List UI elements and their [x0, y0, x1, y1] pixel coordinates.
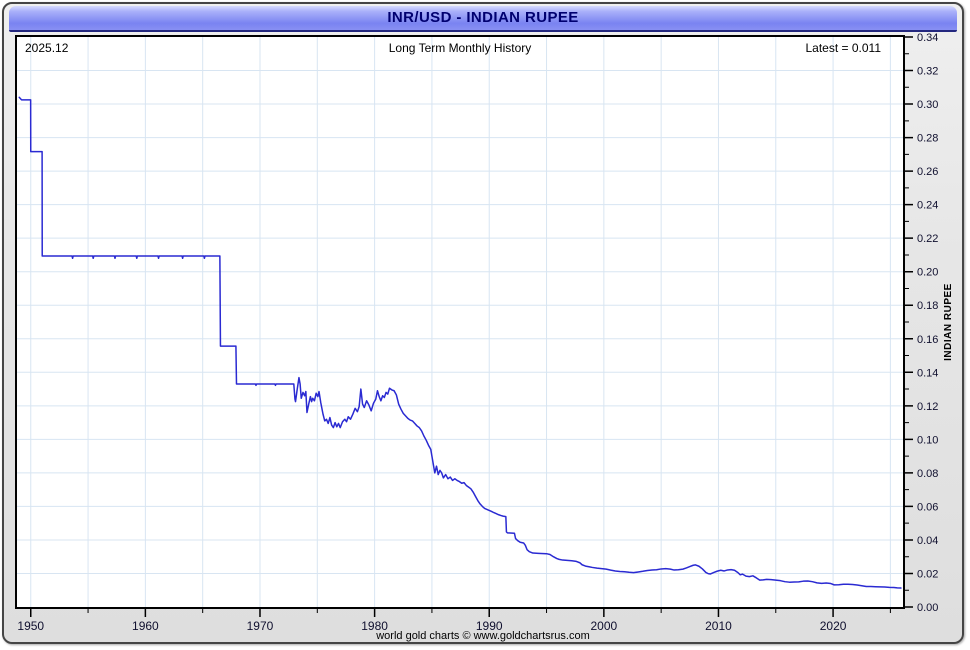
x-tick-label: 1960 [132, 619, 159, 633]
page-title: INR/USD - INDIAN RUPEE [387, 9, 579, 26]
major-tick-marks [30, 36, 913, 617]
x-tick-label: 2000 [590, 619, 617, 633]
y-tick-label: 0.16 [917, 334, 938, 346]
footer-credit: world gold charts © www.goldchartsrus.co… [376, 630, 590, 642]
minor-tick-marks [87, 53, 909, 613]
x-tick-label: 2020 [820, 619, 847, 633]
y-tick-label: 0.34 [917, 32, 938, 44]
y-tick-label: 0.06 [917, 501, 938, 513]
chart-subtitle: Long Term Monthly History [388, 41, 532, 55]
plot-area: 1950 1960 1970 1980 1990 2000 2010 2020 0.00 0.02… [15, 32, 938, 633]
y-tick-label: 0.00 [917, 602, 938, 614]
inr-usd-price-line [18, 96, 902, 589]
x-tick-label: 1990 [476, 619, 503, 633]
y-tick-label: 0.18 [917, 300, 938, 312]
y-tick-label: 0.22 [917, 233, 938, 245]
y-tick-label: 0.14 [917, 367, 938, 379]
latest-period-label: 2025.12 [25, 41, 69, 55]
latest-value-label: Latest = 0.011 [805, 41, 881, 55]
y-tick-label: 0.26 [917, 166, 938, 178]
y-tick-label: 0.02 [917, 568, 938, 580]
x-tick-label: 1950 [17, 619, 44, 633]
x-tick-label: 1980 [361, 619, 388, 633]
y-tick-label: 0.30 [917, 99, 938, 111]
y-axis-title: INDIAN RUPEE [943, 283, 954, 361]
grid-lines [17, 37, 903, 607]
y-tick-label: 0.32 [917, 66, 938, 78]
price-line-chart: 1950 1960 1970 1980 1990 2000 2010 2020 0.00 0.02… [17, 32, 938, 633]
y-tick-label: 0.10 [917, 434, 938, 446]
y-tick-label: 0.28 [917, 133, 938, 145]
y-tick-label: 0.12 [917, 401, 938, 413]
y-tick-label: 0.08 [917, 468, 938, 480]
y-tick-label: 0.24 [917, 200, 938, 212]
plot-header-row: 2025.12 Long Term Monthly History Latest… [17, 41, 903, 57]
x-tick-label: 2010 [705, 619, 732, 633]
x-tick-label: 1970 [247, 619, 274, 633]
y-tick-label: 0.04 [917, 535, 938, 547]
title-bar: INR/USD - INDIAN RUPEE [9, 6, 957, 32]
y-tick-label: 0.20 [917, 267, 938, 279]
chart-window-frame: INR/USD - INDIAN RUPEE 1950 1960 1970 1980 1… [2, 2, 964, 644]
